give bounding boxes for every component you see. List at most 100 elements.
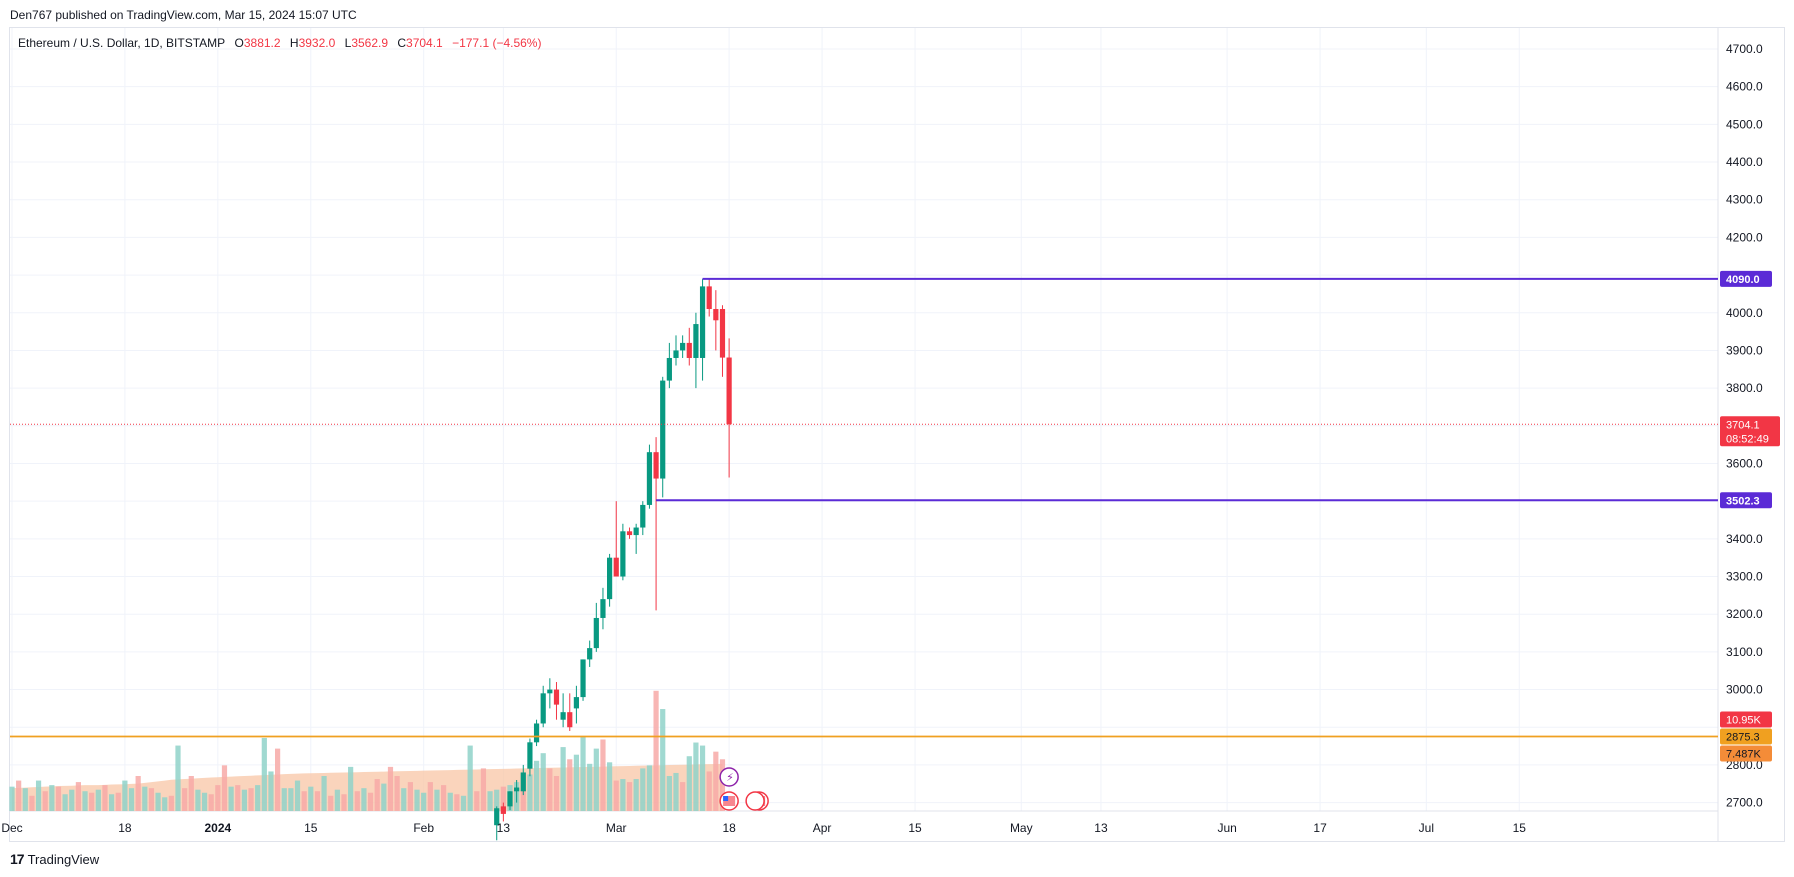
volume-bar (613, 780, 619, 811)
volume-bar (268, 771, 274, 811)
volume-bar (294, 780, 301, 811)
volume-bar (162, 797, 168, 811)
candles (494, 278, 732, 841)
volume-bar (281, 788, 287, 811)
x-tick-label: Feb (413, 821, 434, 835)
event-icons: ⚡ (719, 767, 769, 811)
volume-bar (427, 782, 433, 811)
candle-body (540, 693, 546, 724)
us-flag-canton-icon (723, 796, 729, 801)
volume-bar (699, 745, 706, 811)
volume-bar (248, 788, 254, 811)
orange-level-price-label: 2875.3 (1726, 732, 1760, 744)
support-price-label: 3502.3 (1726, 495, 1760, 507)
open-label: O (234, 36, 244, 50)
volume-bar (646, 765, 653, 811)
volume-bar (401, 788, 407, 811)
volume-bar (314, 791, 321, 811)
volume-bar (55, 786, 62, 811)
volume-bar (580, 736, 586, 811)
tradingview-logo-icon[interactable]: 17 (10, 851, 25, 867)
high-value: 3932.0 (298, 36, 336, 50)
low-label: L (344, 36, 352, 50)
volume-bar (560, 747, 566, 811)
candle-body (673, 350, 679, 358)
candle-body (573, 697, 579, 709)
volume-bar (454, 794, 460, 811)
volume-bar (75, 782, 81, 811)
candle-body (600, 599, 606, 618)
volume-bar (706, 771, 712, 811)
volume-bar (640, 768, 646, 811)
candle-body (706, 286, 712, 309)
volume-bar (69, 789, 75, 811)
candle-body (553, 689, 560, 705)
y-tick-label: 4400.0 (1726, 155, 1763, 169)
volume-bar (660, 709, 666, 811)
volume-bar (235, 785, 241, 811)
volume-bar (228, 786, 234, 811)
volume-bar (573, 754, 579, 811)
candle-body (507, 791, 513, 807)
volume-bar (673, 772, 679, 811)
x-tick-label: Mar (606, 821, 627, 835)
volume-bar (626, 782, 633, 811)
volume-bar (261, 737, 267, 811)
volume-bar (434, 789, 440, 811)
x-tick-label: 15 (1513, 821, 1527, 835)
candle-body (666, 357, 672, 381)
volume-bar (354, 791, 360, 811)
y-tick-label: 3800.0 (1726, 381, 1763, 395)
x-tick-label: 15 (304, 821, 318, 835)
x-tick-label: Jun (1217, 821, 1236, 835)
candle-body (567, 712, 573, 728)
volume-bar (301, 791, 307, 811)
y-tick-label: 4300.0 (1726, 193, 1763, 207)
y-tick-label: 3200.0 (1726, 607, 1763, 621)
volume-bar (520, 789, 526, 811)
candle-body (527, 742, 533, 769)
volume-bar (567, 759, 573, 811)
candle-body (726, 357, 732, 425)
y-tick-label: 3100.0 (1726, 645, 1763, 659)
lightning-icon (719, 767, 739, 787)
candle-body (520, 772, 526, 792)
volume-bar (195, 789, 201, 811)
y-tick-label: 4200.0 (1726, 230, 1763, 244)
candle-body (514, 787, 520, 792)
resistance-price-label-bg (1720, 270, 1772, 287)
volume-bar (241, 789, 247, 811)
countdown-label: 08:52:49 (1726, 433, 1769, 445)
volume-bar (593, 748, 599, 811)
volume-bar (221, 765, 228, 811)
volume-bar (407, 782, 413, 811)
volume-bar (620, 779, 626, 811)
candle-body (699, 286, 706, 358)
volume-bar (22, 788, 28, 811)
candle-body (633, 527, 639, 536)
volume-bar (128, 788, 135, 811)
candle-body (680, 342, 686, 351)
volume-bar (587, 763, 593, 811)
volume-bar (547, 768, 553, 811)
x-tick-label: 18 (118, 821, 132, 835)
volume-bar (215, 785, 221, 811)
chart-frame[interactable] (9, 27, 1785, 842)
volume-bar (148, 788, 155, 811)
y-tick-label: 3600.0 (1726, 456, 1763, 470)
volume-bar (713, 751, 719, 811)
y-tick-label: 4600.0 (1726, 80, 1763, 94)
volume-bar (328, 795, 334, 811)
candle-body (587, 648, 593, 660)
volume-bar (89, 792, 95, 811)
candle-body (693, 324, 699, 358)
tradingview-logo-text[interactable]: TradingView (27, 851, 100, 867)
candle-body (653, 452, 659, 479)
x-tick-label: 15 (908, 821, 922, 835)
volume-bar (122, 780, 128, 811)
y-tick-label: 4000.0 (1726, 306, 1763, 320)
volume-bar (142, 786, 148, 811)
volume-bar (201, 792, 208, 811)
y-tick-label: 3900.0 (1726, 343, 1763, 357)
